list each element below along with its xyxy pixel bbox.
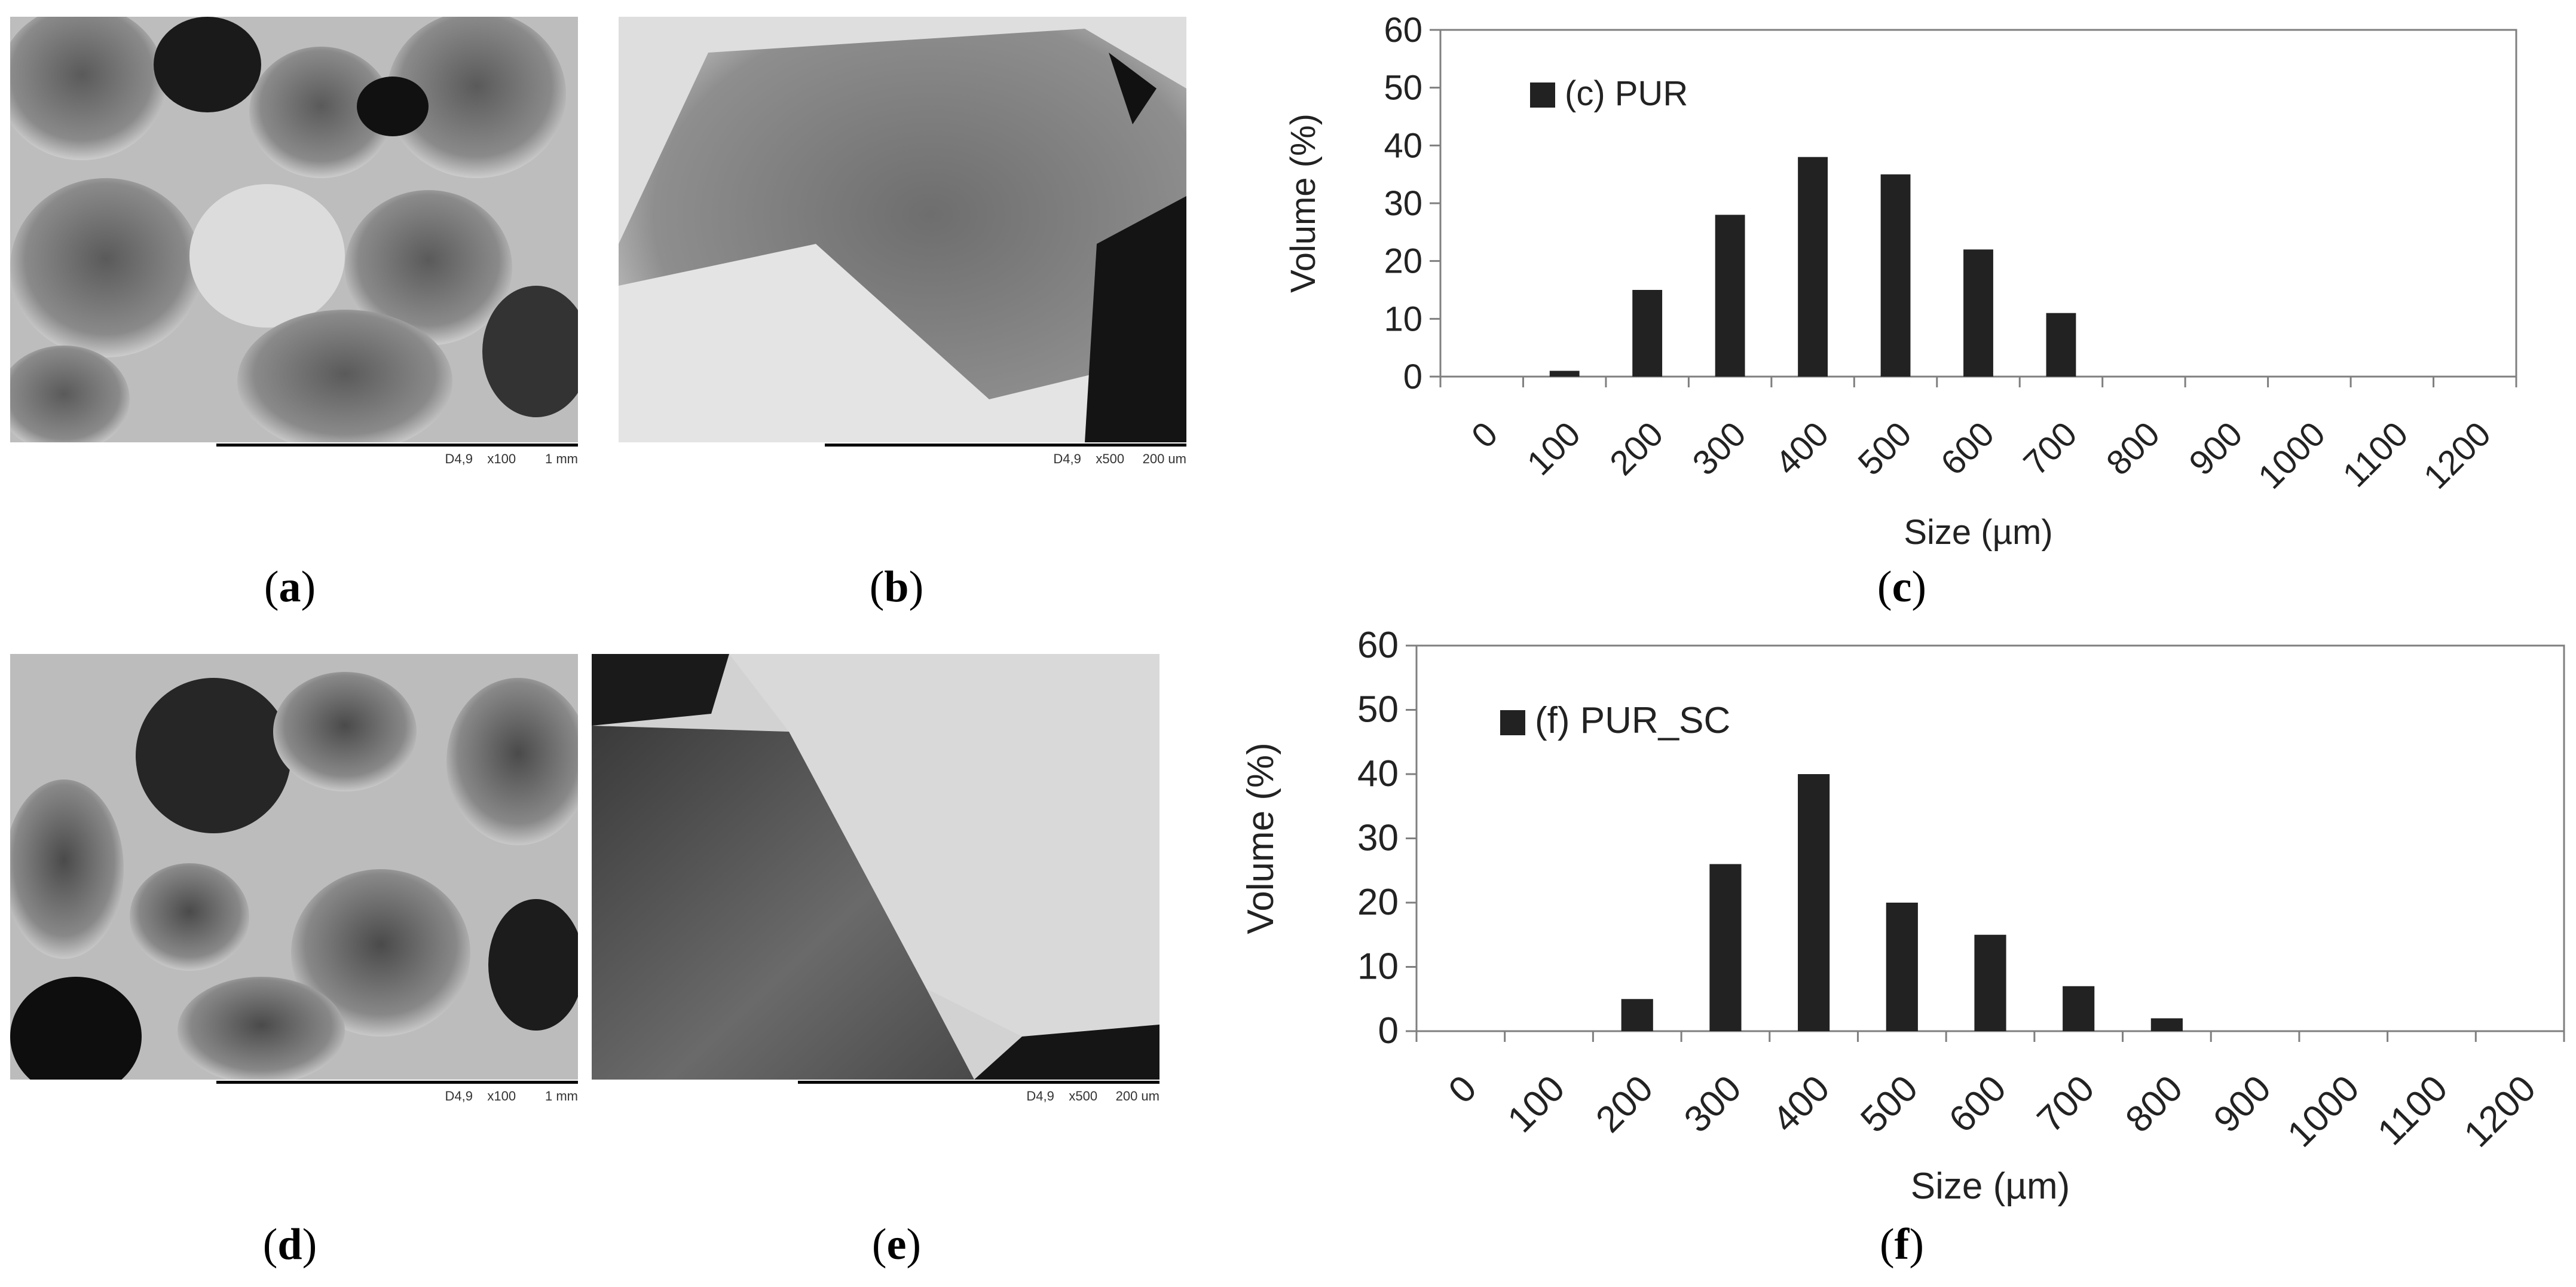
x-tick-label: 1100 — [2370, 1068, 2455, 1153]
x-tick-label: 900 — [2182, 414, 2250, 482]
sem-image-d — [10, 654, 578, 1080]
x-tick-label: 100 — [1500, 1068, 1572, 1141]
x-tick-label: 1000 — [2280, 1068, 2367, 1155]
y-tick-label: 0 — [1378, 1010, 1399, 1051]
bar — [1549, 371, 1580, 377]
caption-a: (a) — [264, 563, 316, 612]
x-tick-label: 1200 — [2416, 414, 2498, 496]
bar — [1709, 864, 1742, 1031]
y-tick-label: 10 — [1384, 299, 1422, 338]
bar — [1974, 934, 2006, 1031]
bar — [1880, 174, 1911, 377]
x-tick-label: 800 — [2099, 414, 2167, 482]
legend-swatch — [1500, 710, 1525, 735]
y-tick-label: 20 — [1384, 242, 1422, 281]
bar — [1963, 249, 1993, 377]
bar — [2150, 1018, 2183, 1031]
y-tick-label: 0 — [1403, 357, 1422, 396]
x-tick-label: 300 — [1676, 1068, 1749, 1141]
x-tick-label: 200 — [1588, 1068, 1661, 1141]
scale-line — [216, 444, 578, 447]
scale-label: D4,9 x500 200 um — [1026, 1089, 1159, 1103]
legend-label: (f) PUR_SC — [1535, 700, 1730, 741]
x-tick-label: 500 — [1850, 414, 1919, 482]
x-tick-label: 1100 — [2335, 414, 2415, 494]
sem-image-a — [10, 17, 578, 442]
x-axis-label: Size (µm) — [1904, 513, 2052, 552]
foam-cells-low-mag — [10, 654, 578, 1080]
y-tick-label: 50 — [1384, 69, 1422, 108]
x-tick-label: 1000 — [2251, 414, 2333, 496]
bar — [1886, 903, 1918, 1031]
scale-bar-a: D4,9 x100 1 mm — [10, 442, 578, 469]
y-tick-label: 30 — [1357, 818, 1399, 859]
scale-label: D4,9 x500 200 um — [1053, 451, 1186, 466]
y-axis-label: Volume (%) — [1240, 742, 1281, 934]
x-tick-label: 600 — [1941, 1068, 2014, 1141]
x-axis-label: Size (µm) — [1911, 1166, 2070, 1207]
x-tick-label: 0 — [1441, 1068, 1485, 1111]
caption-e: (e) — [871, 1220, 922, 1269]
scale-line — [216, 1081, 578, 1084]
scale-label: D4,9 x100 1 mm — [445, 451, 578, 466]
y-tick-label: 60 — [1384, 11, 1422, 50]
y-axis-label: Volume (%) — [1284, 114, 1323, 293]
x-tick-label: 100 — [1519, 414, 1587, 482]
x-tick-label: 800 — [2118, 1068, 2190, 1141]
x-tick-label: 200 — [1602, 414, 1671, 482]
bar — [1798, 157, 1828, 377]
scale-bar-b: D4,9 x500 200 um — [619, 442, 1186, 469]
caption-f: (f) — [1880, 1220, 1924, 1269]
x-tick-label: 700 — [2030, 1068, 2103, 1141]
scale-label: D4,9 x100 1 mm — [445, 1089, 578, 1103]
caption-c: (c) — [1877, 563, 1927, 612]
scale-line — [825, 444, 1186, 447]
sem-image-e — [592, 654, 1159, 1080]
scale-bar-e: D4,9 x500 200 um — [592, 1080, 1159, 1106]
x-tick-label: 300 — [1685, 414, 1753, 482]
bar — [1621, 999, 1653, 1031]
x-tick-label: 700 — [2016, 414, 2084, 482]
y-tick-label: 10 — [1357, 946, 1399, 988]
y-tick-label: 40 — [1384, 126, 1422, 165]
x-tick-label: 600 — [1933, 414, 2002, 482]
y-tick-label: 40 — [1357, 753, 1399, 794]
scale-line — [798, 1081, 1159, 1084]
caption-d: (d) — [262, 1220, 317, 1269]
x-tick-label: 500 — [1853, 1068, 1926, 1141]
y-tick-label: 60 — [1357, 625, 1399, 666]
foam-cells-low-mag — [10, 17, 578, 442]
bar — [2046, 313, 2076, 377]
bar — [1798, 774, 1830, 1031]
caption-b: (b) — [869, 563, 924, 612]
bar — [1632, 290, 1663, 377]
y-tick-label: 20 — [1357, 882, 1399, 923]
y-tick-label: 50 — [1357, 689, 1399, 730]
legend-label: (c) PUR — [1565, 74, 1688, 113]
x-tick-label: 400 — [1768, 414, 1836, 482]
sem-image-b — [619, 17, 1186, 442]
x-tick-label: 400 — [1765, 1068, 1838, 1141]
bar — [1715, 215, 1745, 377]
foam-cell-high-mag — [592, 654, 1159, 1080]
legend-swatch — [1530, 82, 1555, 108]
x-tick-label: 0 — [1464, 414, 1506, 456]
x-tick-label: 1200 — [2456, 1068, 2544, 1155]
y-tick-label: 30 — [1384, 184, 1422, 223]
foam-cell-high-mag — [619, 17, 1186, 442]
bar — [2063, 986, 2095, 1031]
scale-bar-d: D4,9 x100 1 mm — [10, 1080, 578, 1106]
x-tick-label: 900 — [2206, 1068, 2279, 1141]
